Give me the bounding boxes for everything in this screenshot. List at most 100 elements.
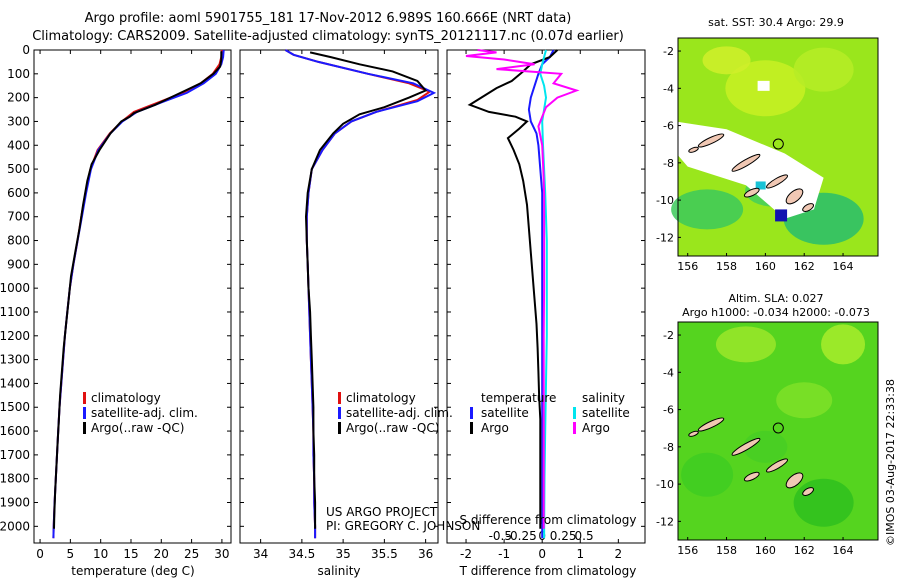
difference-top-axis-label: S difference from climatology bbox=[460, 513, 637, 527]
map-x-tick-label: 164 bbox=[833, 544, 854, 557]
map-y-tick-label: -2 bbox=[663, 45, 674, 58]
y-tick-label: 800 bbox=[7, 234, 30, 248]
x-tick-label: 36 bbox=[418, 547, 433, 561]
legend-swatch-argo bbox=[83, 422, 86, 434]
map-field-patch bbox=[793, 47, 854, 92]
x-tick-label: 10 bbox=[93, 547, 108, 561]
map-frame bbox=[677, 37, 879, 257]
x-tick-label: 0 bbox=[36, 547, 44, 561]
map-cold-patch bbox=[775, 209, 788, 222]
temperature-legend: climatology satellite-adj. clim. Argo(..… bbox=[83, 391, 198, 435]
x-tick-label: 34 bbox=[253, 547, 268, 561]
map-island bbox=[697, 133, 725, 148]
map-island bbox=[731, 153, 761, 172]
legend-label-satellite: satellite-adj. clim. bbox=[346, 406, 453, 420]
map-island bbox=[743, 471, 760, 482]
map-sla: 156 158 160 162 164 -2 -4 -6 -8 -10 -12 bbox=[656, 321, 879, 557]
map-x-tick-label: 160 bbox=[755, 260, 776, 273]
header-line-1: Argo profile: aoml 5901755_181 17-Nov-20… bbox=[85, 11, 572, 26]
map-y-tick-label: -10 bbox=[656, 478, 674, 491]
legend-swatch-s-satellite bbox=[573, 407, 576, 419]
salinity-panel-frame bbox=[239, 49, 439, 544]
map-island bbox=[688, 430, 699, 437]
map-x-tick-label: 158 bbox=[716, 260, 737, 273]
y-tick-label: 200 bbox=[7, 91, 30, 105]
map-x-tick-label: 164 bbox=[833, 260, 854, 273]
x-tick-label: 25 bbox=[184, 547, 199, 561]
map-island bbox=[697, 417, 725, 432]
map-x-tick-label: 156 bbox=[677, 260, 698, 273]
top-tick-label: 0.25 bbox=[550, 529, 577, 543]
map-y-tick-label: -2 bbox=[663, 329, 674, 342]
y-tick-label: 500 bbox=[7, 162, 30, 176]
map-field-patch bbox=[671, 189, 744, 230]
legend-swatch-climatology bbox=[338, 392, 341, 404]
series-line bbox=[52, 49, 225, 539]
legend-swatch-argo bbox=[338, 422, 341, 434]
map-sla-title: Altim. SLA: 0.027 bbox=[728, 292, 823, 305]
legend-header-temperature: temperature bbox=[481, 391, 556, 405]
map-y-tick-label: -12 bbox=[656, 231, 674, 244]
legend-header-salinity: salinity bbox=[582, 391, 625, 405]
salinity-legend: climatology satellite-adj. clim. Argo(..… bbox=[338, 391, 453, 435]
legend-swatch-t-argo bbox=[470, 422, 473, 434]
map-y-tick-label: -4 bbox=[663, 82, 674, 95]
legend-swatch-climatology bbox=[83, 392, 86, 404]
map-x-tick-label: 162 bbox=[794, 544, 815, 557]
x-tick-label: 0 bbox=[538, 547, 546, 561]
credit-line-1: US ARGO PROJECT bbox=[326, 505, 438, 519]
legend-swatch-satellite bbox=[83, 407, 86, 419]
legend-swatch-s-argo bbox=[573, 422, 576, 434]
legend-label-climatology: climatology bbox=[346, 391, 416, 405]
y-tick-label: 0 bbox=[22, 43, 30, 57]
salinity-chart: 34 34.5 35 35.5 36 bbox=[240, 49, 438, 561]
series-line bbox=[284, 49, 437, 539]
credit-line-2: PI: GREGORY C. JOHNSON bbox=[326, 519, 480, 533]
difference-xlabel: T difference from climatology bbox=[459, 564, 637, 578]
map-y-tick-label: -8 bbox=[663, 441, 674, 454]
map-field-patch bbox=[793, 478, 854, 527]
legend-label-argo: Argo(..raw -QC) bbox=[91, 421, 184, 435]
x-tick-label: 15 bbox=[123, 547, 138, 561]
legend-label-s-argo: Argo bbox=[582, 421, 610, 435]
map-island bbox=[785, 472, 804, 489]
legend-swatch-satellite bbox=[338, 407, 341, 419]
top-tick-label: -0.5 bbox=[489, 529, 512, 543]
temperature-panel-frame bbox=[33, 49, 232, 544]
y-tick-label: 1100 bbox=[0, 305, 30, 319]
y-tick-label: 1500 bbox=[0, 400, 30, 414]
x-tick-label: 5 bbox=[67, 547, 75, 561]
map-y-tick-label: -12 bbox=[656, 515, 674, 528]
map-field-patch bbox=[715, 326, 776, 363]
map-y-tick-label: -8 bbox=[663, 157, 674, 170]
map-island bbox=[743, 187, 760, 198]
legend-label-s-satellite: satellite bbox=[582, 406, 630, 420]
legend-label-satellite: satellite-adj. clim. bbox=[91, 406, 198, 420]
map-field-patch bbox=[821, 324, 866, 365]
x-tick-label: 30 bbox=[214, 547, 229, 561]
legend-label-t-argo: Argo bbox=[481, 421, 509, 435]
legend-label-t-satellite: satellite bbox=[481, 406, 529, 420]
map-y-tick-label: -6 bbox=[663, 120, 674, 133]
map-sst: 156 158 160 162 164 -2 -4 -6 -8 -10 -12 bbox=[656, 37, 879, 273]
map-cool-patch bbox=[755, 181, 766, 190]
map-x-tick-label: 160 bbox=[755, 544, 776, 557]
difference-chart: -2 -1 0 1 2-0.5-0.25 0 0.250.5 bbox=[447, 49, 645, 561]
map-field-patch bbox=[702, 46, 751, 75]
side-stamp: ©IMOS 03-Aug-2017 22:33:38 bbox=[884, 379, 897, 546]
map-field-patch bbox=[681, 452, 734, 497]
map-island bbox=[766, 458, 789, 473]
salinity-xlabel: salinity bbox=[317, 564, 360, 578]
map-sla-title-2: Argo h1000: -0.034 h2000: -0.073 bbox=[682, 306, 870, 319]
map-field-patch bbox=[776, 382, 833, 419]
header-line-2: Climatology: CARS2009. Satellite-adjuste… bbox=[32, 29, 624, 44]
y-tick-label: 1400 bbox=[0, 376, 30, 390]
map-island bbox=[785, 188, 804, 205]
x-tick-label: 35 bbox=[335, 547, 350, 561]
map-x-tick-label: 158 bbox=[716, 544, 737, 557]
y-tick-label: 600 bbox=[7, 186, 30, 200]
y-tick-label: 1300 bbox=[0, 353, 30, 367]
map-x-tick-label: 162 bbox=[794, 260, 815, 273]
series-line bbox=[465, 49, 580, 529]
y-tick-label: 700 bbox=[7, 210, 30, 224]
